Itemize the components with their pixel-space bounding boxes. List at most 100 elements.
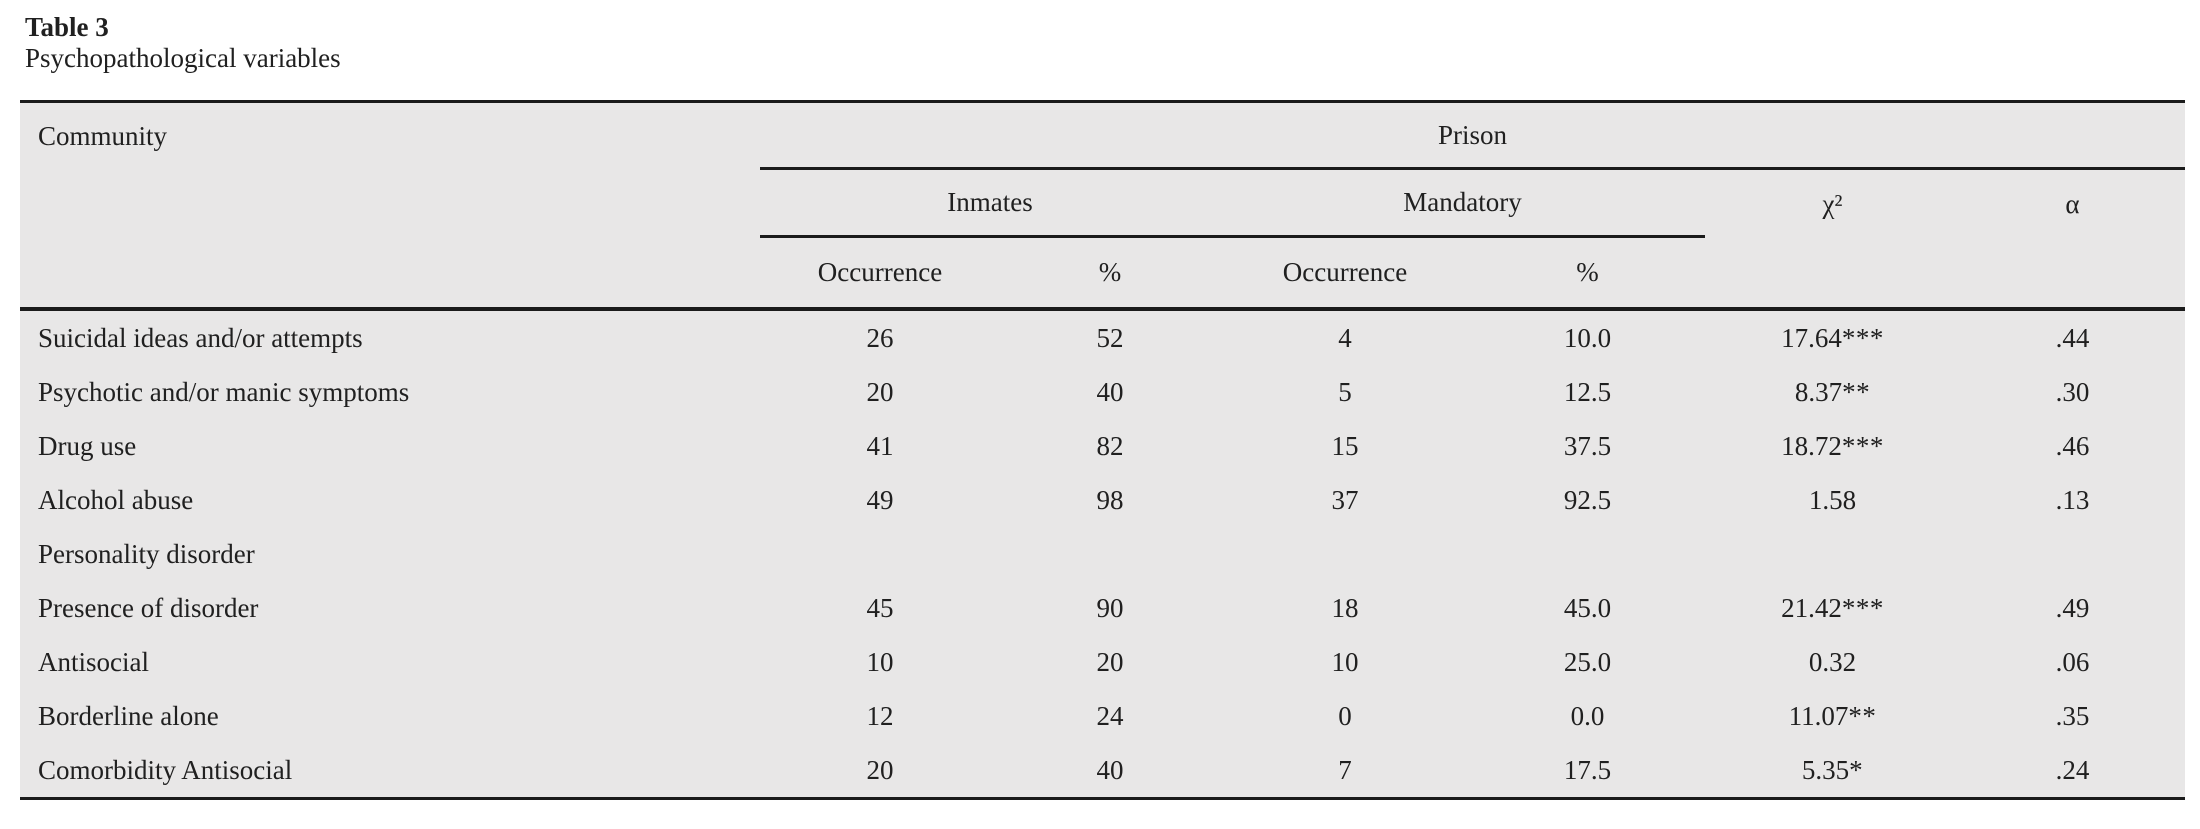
cell-inmates-pct: 82 xyxy=(1096,430,1124,461)
cell-mandatory-occurrence: 4 xyxy=(1338,322,1352,353)
cell-inmates-pct: 40 xyxy=(1096,754,1124,785)
chi-square-value: 11.07 xyxy=(1788,700,1849,731)
cell-inmates-pct: 52 xyxy=(1096,322,1124,353)
cell-inmates-pct: 98 xyxy=(1096,484,1124,515)
header-row-groups-mid: Inmates Mandatory χ² α xyxy=(20,170,2185,238)
cell-alpha: .06 xyxy=(2055,646,2090,677)
header-spacer xyxy=(20,238,760,307)
header-prison: Prison xyxy=(760,103,2185,170)
cell-mandatory-occurrence: 5 xyxy=(1338,376,1352,407)
cell-alpha: .46 xyxy=(2055,430,2090,461)
cell-chi-square: 0.32 xyxy=(1705,635,1960,689)
table-row: Drug use 41 82 15 37.5 18.72 *** .46 xyxy=(20,419,2185,473)
cell-mandatory-occurrence: 0 xyxy=(1338,700,1352,731)
cell-chi-square xyxy=(1705,527,1960,581)
cell-inmates-occurrence: 12 xyxy=(866,700,894,731)
cell-chi-square: 21.42 *** xyxy=(1705,581,1960,635)
row-label: Borderline alone xyxy=(38,700,219,731)
chi-square-value: 18.72 xyxy=(1781,430,1842,461)
cell-alpha: .35 xyxy=(2055,700,2090,731)
row-label: Suicidal ideas and/or attempts xyxy=(38,322,363,353)
chi-square-value: 17.64 xyxy=(1781,322,1842,353)
row-label: Drug use xyxy=(38,430,137,461)
chi-square-value: 8.37 xyxy=(1794,376,1843,407)
table-row: Psychotic and/or manic symptoms 20 40 5 … xyxy=(20,365,2185,419)
table-row-section: Personality disorder xyxy=(20,527,2185,581)
cell-inmates-occurrence: 41 xyxy=(866,430,894,461)
cell-inmates-occurrence: 49 xyxy=(866,484,894,515)
cell-inmates-occurrence: 45 xyxy=(866,592,894,623)
significance-stars: * xyxy=(1849,754,1864,785)
table-row: Borderline alone 12 24 0 0.0 11.07 ** .35 xyxy=(20,689,2185,743)
cell-mandatory-pct: 0.0 xyxy=(1570,700,1605,731)
chi-square-value: 1.58 xyxy=(1808,484,1857,515)
cell-inmates-pct: 20 xyxy=(1096,646,1124,677)
cell-chi-square: 17.64 *** xyxy=(1705,311,1960,365)
cell-inmates-occurrence: 20 xyxy=(866,376,894,407)
cell-mandatory-pct: 17.5 xyxy=(1563,754,1612,785)
significance-stars: ** xyxy=(1848,700,1877,731)
row-label: Alcohol abuse xyxy=(38,484,194,515)
chi-square-value: 0.32 xyxy=(1808,646,1857,677)
cell-chi-square: 1.58 xyxy=(1705,473,1960,527)
cell-mandatory-occurrence: 37 xyxy=(1331,484,1359,515)
table-row: Presence of disorder 45 90 18 45.0 21.42… xyxy=(20,581,2185,635)
table-row: Comorbidity Antisocial 20 40 7 17.5 5.35… xyxy=(20,743,2185,797)
cell-chi-square: 11.07 ** xyxy=(1705,689,1960,743)
header-mandatory-pct: % xyxy=(1576,257,1599,287)
cell-inmates-occurrence: 10 xyxy=(866,646,894,677)
header-mandatory: Mandatory xyxy=(1220,170,1705,238)
significance-stars: *** xyxy=(1841,322,1884,353)
cell-chi-square: 18.72 *** xyxy=(1705,419,1960,473)
table-caption-block: Table 3 Psychopathological variables xyxy=(25,12,341,74)
cell-mandatory-pct: 37.5 xyxy=(1563,430,1612,461)
header-row-subcolumns: Occurrence % Occurrence % xyxy=(20,238,2185,307)
cell-mandatory-occurrence: 7 xyxy=(1338,754,1352,785)
cell-alpha: .13 xyxy=(2055,484,2090,515)
cell-inmates-pct: 40 xyxy=(1096,376,1124,407)
cell-alpha: .30 xyxy=(2055,376,2090,407)
header-mandatory-occurrence: Occurrence xyxy=(1282,257,1408,287)
row-label: Psychotic and/or manic symptoms xyxy=(38,376,410,407)
psychopathological-variables-table: Community Prison Inmates Mandatory χ² α … xyxy=(20,100,2185,800)
table-row: Suicidal ideas and/or attempts 26 52 4 1… xyxy=(20,311,2185,365)
table-header: Community Prison Inmates Mandatory χ² α … xyxy=(20,103,2185,311)
header-alpha: α xyxy=(2065,188,2080,219)
cell-mandatory-occurrence: 10 xyxy=(1331,646,1359,677)
row-label: Comorbidity Antisocial xyxy=(38,754,293,785)
table-row: Alcohol abuse 49 98 37 92.5 1.58 .13 xyxy=(20,473,2185,527)
cell-mandatory-occurrence xyxy=(1220,527,1470,581)
header-inmates-occurrence: Occurrence xyxy=(817,257,943,287)
significance-stars: *** xyxy=(1841,430,1884,461)
cell-chi-square: 8.37 ** xyxy=(1705,365,1960,419)
header-row-groups-top: Community Prison xyxy=(20,103,2185,170)
header-chi-square: χ² xyxy=(1822,188,1843,219)
cell-mandatory-pct: 10.0 xyxy=(1563,322,1612,353)
cell-mandatory-pct: 25.0 xyxy=(1563,646,1612,677)
row-label: Personality disorder xyxy=(38,538,255,569)
cell-mandatory-occurrence: 15 xyxy=(1331,430,1359,461)
cell-mandatory-occurrence: 18 xyxy=(1331,592,1359,623)
chi-square-value: 5.35 xyxy=(1801,754,1850,785)
chi-square-value: 21.42 xyxy=(1781,592,1842,623)
significance-stars: *** xyxy=(1841,592,1884,623)
cell-inmates-occurrence xyxy=(760,527,1000,581)
cell-alpha: .49 xyxy=(2055,592,2090,623)
cell-mandatory-pct: 12.5 xyxy=(1563,376,1612,407)
cell-inmates-pct: 90 xyxy=(1096,592,1124,623)
cell-alpha: .44 xyxy=(2055,322,2090,353)
cell-mandatory-pct xyxy=(1470,527,1705,581)
cell-inmates-pct xyxy=(1000,527,1220,581)
cell-mandatory-pct: 92.5 xyxy=(1563,484,1612,515)
header-inmates-pct: % xyxy=(1098,257,1122,287)
cell-inmates-occurrence: 26 xyxy=(866,322,894,353)
cell-inmates-pct: 24 xyxy=(1096,700,1124,731)
row-label: Presence of disorder xyxy=(38,592,259,623)
cell-mandatory-pct: 45.0 xyxy=(1563,592,1612,623)
header-inmates: Inmates xyxy=(760,170,1220,238)
table-number-label: Table 3 xyxy=(25,12,109,42)
table-body: Suicidal ideas and/or attempts 26 52 4 1… xyxy=(20,311,2185,797)
table-title: Psychopathological variables xyxy=(25,43,341,73)
header-community: Community xyxy=(38,121,168,151)
row-label: Antisocial xyxy=(38,646,149,677)
